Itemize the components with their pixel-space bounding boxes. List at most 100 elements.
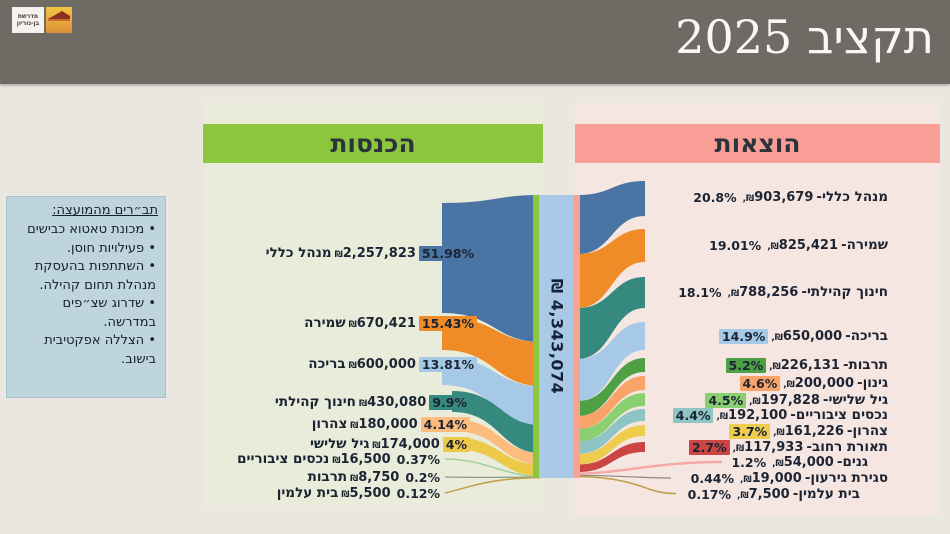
category-name: צהרון- xyxy=(846,423,888,439)
expense-row: 1.2% ,₪54,000 גנים- xyxy=(728,454,868,470)
category-name: בית עלמין- xyxy=(792,486,860,502)
category-name: נכסים ציבוריים- xyxy=(790,407,888,423)
category-name: תרבות xyxy=(307,469,348,485)
shekel-sign: ,₪ xyxy=(767,241,779,252)
expense-flow-line xyxy=(577,460,723,475)
shekel-sign: ,₪ xyxy=(740,474,752,485)
income-header: הכנסות xyxy=(203,124,543,163)
category-name: בית עלמין xyxy=(276,485,339,501)
income-band xyxy=(452,437,541,476)
expense-row: 19.01% ,₪825,421 שמירה- xyxy=(706,237,888,253)
expense-band xyxy=(578,442,645,472)
category-amount: ,₪192,100 xyxy=(716,407,788,423)
category-amount: ,₪788,256 xyxy=(727,284,799,300)
expense-row: 18.1% ,₪788,256 חינוך קהילתי- xyxy=(675,284,888,300)
category-percent: 0.2% xyxy=(405,469,440,485)
income-band xyxy=(452,391,541,453)
category-amount: ₪16,500 xyxy=(332,451,391,467)
logo-text: מדרשת בן-גוריון xyxy=(12,7,44,33)
logo-mark-icon xyxy=(46,7,72,33)
category-amount: ₪2,257,823 xyxy=(334,245,416,261)
category-amount: ,₪7,500 xyxy=(737,486,790,502)
income-band xyxy=(442,317,541,386)
category-name: תרבות- xyxy=(842,357,888,373)
shekel-sign: ₪ xyxy=(341,489,350,500)
expense-row: 4.5% ,₪197,828 גיל שלישי- xyxy=(705,392,888,408)
category-name: בריכה xyxy=(308,356,346,372)
list-item: הצללה אפקטיבית בישוב. xyxy=(11,332,158,369)
category-percent: 0.44% xyxy=(690,470,735,486)
category-name: תאורת רחוב- xyxy=(806,439,888,455)
category-percent: 20.8% xyxy=(693,189,737,205)
category-amount: ₪600,000 xyxy=(348,356,416,372)
category-percent: 19.01% xyxy=(709,237,762,253)
category-name: חינוך קהילתי xyxy=(274,394,356,410)
shekel-sign: ,₪ xyxy=(737,490,749,501)
list-item: השתתפות בהעסקת מנהלת תחום קהילה. xyxy=(11,258,158,295)
expense-flow-line xyxy=(577,475,677,495)
shekel-sign: ₪ xyxy=(350,473,359,484)
list-item: פעילויות חוסן. xyxy=(11,240,158,258)
shekel-sign: ,₪ xyxy=(727,288,740,299)
expense-row: 4.4% ,₪192,100 נכסים ציבוריים- xyxy=(672,407,888,423)
page-title: תקציב 2025 xyxy=(675,10,934,64)
expense-row: 14.9% ,₪650,000 בריכה- xyxy=(718,328,888,344)
expense-band xyxy=(578,277,645,359)
income-row: בריכה ₪600,000 13.81% xyxy=(308,356,477,372)
category-amount: ,₪825,421 xyxy=(767,237,838,253)
category-amount: ₪180,000 xyxy=(350,416,418,432)
category-name: מנהל כללי xyxy=(265,245,332,261)
category-name: גיל שלישי xyxy=(309,436,370,452)
list-item: שדרוג שצ״פים במדרשה. xyxy=(11,295,158,332)
shekel-sign: ,₪ xyxy=(769,361,781,372)
category-amount: ₪5,500 xyxy=(341,485,391,501)
total-column-salmon-stripe xyxy=(574,195,580,478)
income-row: גיל שלישי ₪174,000 4% xyxy=(310,436,470,452)
expenses-header: הוצאות xyxy=(575,124,940,163)
category-amount: ,₪161,226 xyxy=(773,423,844,439)
shekel-sign: ₪ xyxy=(350,420,359,431)
category-name: חינוך קהילתי- xyxy=(801,284,888,300)
category-name: גיל שלישי- xyxy=(822,392,888,408)
category-name: גינון- xyxy=(857,375,888,391)
category-percent: 3.7% xyxy=(729,423,771,439)
category-percent: 4.6% xyxy=(739,375,781,391)
shekel-sign: ,₪ xyxy=(749,396,761,407)
shekel-sign: ₪ xyxy=(348,319,357,330)
category-amount: ₪174,000 xyxy=(372,436,440,452)
income-row: חינוך קהילתי ₪430,080 9.9% xyxy=(275,394,470,410)
organization-logo: מדרשת בן-גוריון xyxy=(12,7,72,33)
shekel-sign: ₪ xyxy=(332,455,341,466)
income-row: שמירה ₪670,421 15.43% xyxy=(304,315,477,331)
category-percent: 9.9% xyxy=(429,394,470,410)
logo-line1: מדרשת xyxy=(17,12,39,20)
category-percent: 14.9% xyxy=(718,328,769,344)
expense-band xyxy=(578,393,645,442)
category-amount: ,₪903,679 xyxy=(742,189,814,205)
expense-flow-line xyxy=(577,474,672,479)
logo-line2: בן-גוריון xyxy=(16,20,40,27)
income-row: בית עלמין ₪5,500 0.12% xyxy=(277,485,443,501)
total-budget-label: ₪ 4,343,074 xyxy=(547,278,566,395)
category-name: מנהל כללי- xyxy=(816,189,888,205)
income-row: נכסים ציבוריים ₪16,500 0.37% xyxy=(237,451,443,467)
category-name: סגירת גירעון- xyxy=(804,470,888,486)
category-amount: ₪670,421 xyxy=(348,315,416,331)
total-column xyxy=(539,195,574,478)
expense-band xyxy=(578,358,645,416)
expense-band xyxy=(578,322,645,401)
expense-row: 3.7% ,₪161,226 צהרון- xyxy=(729,423,888,439)
category-amount: ,₪19,000 xyxy=(740,470,802,486)
category-name: נכסים ציבוריים xyxy=(237,451,330,467)
category-amount: ,₪54,000 xyxy=(772,454,834,470)
expense-row: 0.44% ,₪19,000 סגירת גירעון- xyxy=(688,470,888,486)
shekel-sign: ,₪ xyxy=(771,332,783,343)
expense-band xyxy=(578,425,645,465)
category-amount: ,₪650,000 xyxy=(771,328,843,344)
category-percent: 5.2% xyxy=(725,357,767,373)
info-box-title: תב״רים מהמועצה: xyxy=(52,203,158,218)
shekel-sign: ,₪ xyxy=(772,458,784,469)
category-amount: ,₪117,933 xyxy=(732,439,804,455)
info-box-list: מכונת טאטוא כבישים פעילויות חוסן. השתתפו… xyxy=(11,221,158,369)
